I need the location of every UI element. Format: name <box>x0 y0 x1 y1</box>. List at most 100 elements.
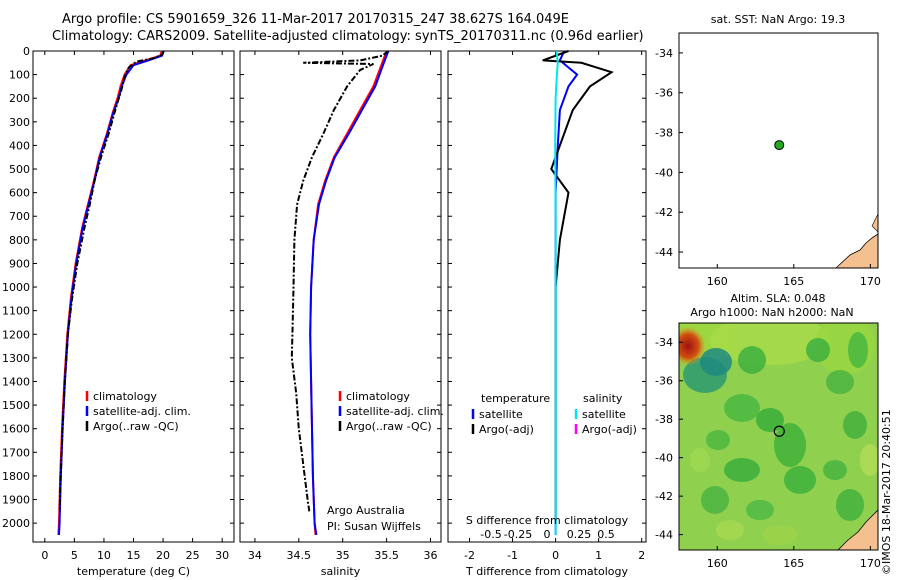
map-sst-xtick-label: 165 <box>783 275 804 288</box>
temperature-xtick-label: 20 <box>156 549 170 562</box>
map-sst-ytick-label: -44 <box>655 246 673 259</box>
difference-xtick-label: 0 <box>552 549 559 562</box>
map-sst-xtick-label: 160 <box>707 275 728 288</box>
difference-xtick-label: 2 <box>638 549 645 562</box>
difference-legend-temperature-header: temperature <box>481 392 550 405</box>
credit-text: ©IMOS 18-Mar-2017 20:40:51 <box>880 409 893 575</box>
difference-xtick-label: -2 <box>464 549 475 562</box>
difference-series-line <box>554 50 559 535</box>
figure-title-line1: Argo profile: CS 5901659_326 11-Mar-2017… <box>62 12 570 27</box>
salinity-annotation-line1: Argo Australia <box>327 504 405 517</box>
sla-heatmap-cell <box>716 520 744 540</box>
difference-axes-box <box>447 50 647 543</box>
temperature-axes-box <box>32 50 235 543</box>
map-sla-ytick-label: -36 <box>655 375 673 388</box>
map-sla-xtick-label: 160 <box>707 557 728 570</box>
sla-heatmap <box>679 323 878 550</box>
sla-heatmap-cell <box>738 346 766 374</box>
sla-heatmap-cell <box>836 489 864 521</box>
difference-series-line <box>554 50 579 535</box>
difference-xlabel: T difference from climatology <box>465 565 628 578</box>
difference-legend-salinity-header: salinity <box>583 392 623 405</box>
temperature-legend-label: climatology <box>93 390 157 403</box>
temperature-legend-label: satellite-adj. clim. <box>93 405 191 418</box>
depth-tick-label: 300 <box>9 116 30 129</box>
temperature-series-line <box>58 50 165 512</box>
sla-heatmap-cell <box>706 430 730 450</box>
depth-tick-label: 500 <box>9 163 30 176</box>
map-sst-ytick-label: -34 <box>655 47 673 60</box>
sla-heatmap-cell <box>784 466 816 494</box>
depth-tick-label: 1900 <box>2 494 30 507</box>
sla-heatmap-cell <box>690 448 710 472</box>
depth-tick-label: 800 <box>9 234 30 247</box>
depth-tick-label: 1200 <box>2 328 30 341</box>
depth-tick-label: 1500 <box>2 399 30 412</box>
sst-map-background <box>679 33 878 268</box>
sla-heatmap-cell <box>724 458 760 482</box>
salinity-annotation-line2: PI: Susan Wijffels <box>327 520 421 533</box>
map-sst-ytick-label: -36 <box>655 87 673 100</box>
map-sla-xtick-label: 170 <box>860 557 881 570</box>
depth-tick-label: 1600 <box>2 423 30 436</box>
difference-top-tick-label: 0 <box>544 528 551 541</box>
map-sst-ytick-label: -38 <box>655 127 673 140</box>
map-sla-xtick-label: 165 <box>783 557 804 570</box>
difference-series-line <box>542 50 614 524</box>
sla-heatmap-cell <box>843 411 867 439</box>
sla-heatmap-cell <box>724 394 760 422</box>
depth-tick-label: 700 <box>9 210 30 223</box>
salinity-xtick-label: 36 <box>423 549 437 562</box>
difference-xtick-label: -1 <box>507 549 518 562</box>
difference-legend-label: Argo(-adj) <box>479 423 534 436</box>
difference-top-tick-label: -0.25 <box>504 528 532 541</box>
difference-top-tick-label: 0.25 <box>567 528 592 541</box>
map-sst-axes-box <box>678 32 879 269</box>
salinity-legend-label: Argo(..raw -QC) <box>346 420 432 433</box>
depth-tick-label: 1000 <box>2 281 30 294</box>
difference-legend-label: satellite <box>582 408 626 421</box>
depth-tick-label: 1300 <box>2 352 30 365</box>
sla-heatmap-cell <box>700 348 732 376</box>
depth-tick-label: 200 <box>9 92 30 105</box>
depth-tick-label: 0 <box>23 45 30 58</box>
depth-tick-label: 1400 <box>2 375 30 388</box>
sla-heatmap-cell <box>860 444 878 476</box>
difference-top-tick-label: 0.5 <box>597 528 615 541</box>
temperature-xlabel: temperature (deg C) <box>77 565 190 578</box>
depth-tick-label: 600 <box>9 187 30 200</box>
difference-xtick-label: 1 <box>595 549 602 562</box>
temperature-xtick-label: 30 <box>215 549 229 562</box>
sla-map-subtitle: Argo h1000: NaN h2000: NaN <box>690 306 853 319</box>
map-sla-ytick-label: -44 <box>655 529 673 542</box>
salinity-series-line <box>290 50 389 512</box>
depth-tick-label: 2000 <box>2 517 30 530</box>
temperature-xtick-label: 10 <box>97 549 111 562</box>
sla-heatmap-cell <box>746 500 774 520</box>
sla-heatmap-cell <box>774 423 806 467</box>
map-sla-ytick-label: -40 <box>655 452 673 465</box>
salinity-xtick-label: 35 <box>336 549 350 562</box>
temperature-xtick-label: 0 <box>41 549 48 562</box>
salinity-legend-label: satellite-adj. clim. <box>346 405 444 418</box>
depth-tick-label: 400 <box>9 139 30 152</box>
salinity-xlabel: salinity <box>321 565 361 578</box>
salinity-legend-label: climatology <box>346 390 410 403</box>
salinity-series-line <box>309 50 390 536</box>
sla-heatmap-cell <box>823 460 847 480</box>
map-sla-ytick-label: -38 <box>655 413 673 426</box>
sla-heatmap-cell <box>848 332 868 368</box>
sla-heatmap-cell <box>826 370 854 394</box>
sla-map-land <box>837 509 878 550</box>
map-sla-ytick-label: -42 <box>655 490 673 503</box>
sla-heatmap-cell <box>756 408 784 432</box>
sst-map-title: sat. SST: NaN Argo: 19.3 <box>711 13 845 26</box>
sst-map-float-marker <box>774 140 785 151</box>
map-sst-ytick-label: -42 <box>655 206 673 219</box>
salinity-series-line <box>309 50 388 535</box>
depth-tick-label: 100 <box>9 69 30 82</box>
difference-top-tick-label: -0.5 <box>480 528 501 541</box>
salinity-xtick-label: 34 <box>248 549 262 562</box>
difference-top-label: S difference from climatology <box>466 514 629 527</box>
salinity-axes-box <box>239 50 442 543</box>
